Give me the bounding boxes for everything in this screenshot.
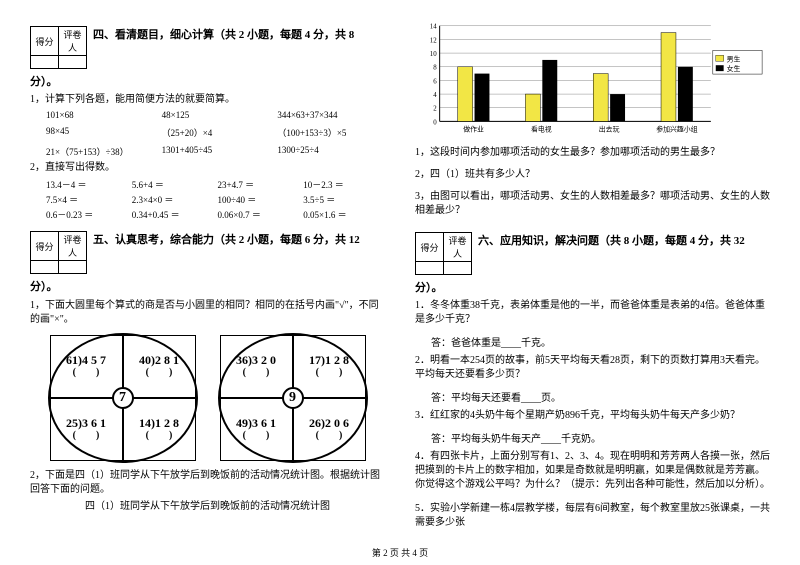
- s4-items1: 101×68 48×125 344×63+37×344: [30, 110, 385, 120]
- svg-text:10: 10: [430, 51, 437, 58]
- cq3: 3，由图可以看出，哪项活动男、女生的人数相差最多？哪项活动男、女生的人数相差最少…: [415, 190, 770, 218]
- s5-q1: 1，下面大圆里每个算式的商是否与小圆里的相同？相同的在括号内画"√"，不同的画"…: [30, 299, 385, 327]
- s6-a2: 答：平均每天还要看____页。: [415, 392, 770, 406]
- cq1: 1，这段时间内参加哪项活动的女生最多？参加哪项活动的男生最多？: [415, 146, 770, 160]
- bar-chart: 0 2 4 6 8 10 12 14 做作业 看电视 出去玩 参加兴趣小组 男生女生: [415, 20, 770, 140]
- section4-title: 四、看清题目，细心计算（共 2 小题，每题 4 分，共 8: [93, 26, 354, 42]
- section6-title: 六、应用知识，解决问题（共 8 小题，每题 4 分，共 32: [478, 232, 745, 248]
- circle-b: 36)3 2 0( ) 17)1 2 8( ) 49)3 6 1( ) 26)2…: [218, 333, 368, 463]
- score-h1: 得分: [31, 27, 59, 56]
- s4-q1: 1，计算下列各题，能用简便方法的就要简算。: [30, 93, 385, 107]
- page-footer: 第 2 页 共 4 页: [0, 546, 800, 559]
- section5-title: 五、认真思考，综合能力（共 2 小题，每题 6 分，共 12: [93, 231, 360, 247]
- circle-a: 61)4 5 7( ) 40)2 8 1( ) 25)3 6 1( ) 14)1…: [48, 333, 198, 463]
- score-h2: 评卷人: [59, 27, 87, 56]
- s6-a1: 答：爸爸体重是____千克。: [415, 337, 770, 351]
- s6-q5: 5．实验小学新建一栋4层教学楼，每层有6间教室，每个教室里放25张课桌，一共需要…: [415, 502, 770, 530]
- svg-text:0: 0: [433, 119, 437, 126]
- circles: 61)4 5 7( ) 40)2 8 1( ) 25)3 6 1( ) 14)1…: [30, 333, 385, 463]
- s6-q4: 4．有四张卡片，上面分别写有1、2、3、4。现在明明和芳芳两人各摸一张，然后把摸…: [415, 450, 770, 492]
- s4-q2: 2，直接写出得数。: [30, 161, 385, 175]
- score-table-6: 得分评卷人: [415, 232, 472, 275]
- score-table: 得分评卷人: [30, 26, 87, 69]
- s5-q2: 2，下面是四（1）班同学从下午放学后到晚饭前的活动情况统计图。根据统计图回答下面…: [30, 469, 385, 497]
- svg-text:参加兴趣小组: 参加兴趣小组: [656, 124, 697, 133]
- s6-q1: 1．冬冬体重38千克，表弟体重是他的一半，而爸爸体重是表弟的4倍。爸爸体重是多少…: [415, 299, 770, 327]
- svg-text:8: 8: [433, 65, 437, 72]
- section4-title2: 分）。: [30, 75, 385, 90]
- svg-text:女生: 女生: [727, 64, 741, 73]
- svg-text:看电视: 看电视: [531, 124, 552, 133]
- svg-text:6: 6: [433, 78, 437, 85]
- svg-text:14: 14: [430, 24, 437, 31]
- s6-q2: 2．明看一本254页的故事，前5天平均每天看28页，剩下的页数打算用3天看完。平…: [415, 354, 770, 382]
- score-table-5: 得分评卷人: [30, 231, 87, 274]
- svg-text:出去玩: 出去玩: [599, 124, 620, 133]
- svg-text:做作业: 做作业: [463, 124, 484, 133]
- s6-a3: 答：平均每头奶牛每天产____千克奶。: [415, 433, 770, 447]
- svg-text:男生: 男生: [727, 54, 741, 63]
- section5-title2: 分）。: [30, 280, 385, 295]
- s6-q3: 3．红红家的4头奶牛每个星期产奶896千克，平均每头奶牛每天产多少奶？: [415, 409, 770, 423]
- section6-title2: 分）。: [415, 281, 770, 296]
- cq2: 2，四（1）班共有多少人？: [415, 168, 770, 182]
- s4-items2: 13.4－4 ＝ 5.6+4 ＝ 23+4.7 ＝ 10－2.3 ＝ 7.5×4…: [30, 178, 385, 221]
- s5-caption: 四（1）班同学从下午放学后到晚饭前的活动情况统计图: [30, 500, 385, 514]
- svg-text:4: 4: [433, 92, 437, 99]
- svg-text:12: 12: [430, 37, 437, 44]
- svg-text:2: 2: [433, 106, 437, 113]
